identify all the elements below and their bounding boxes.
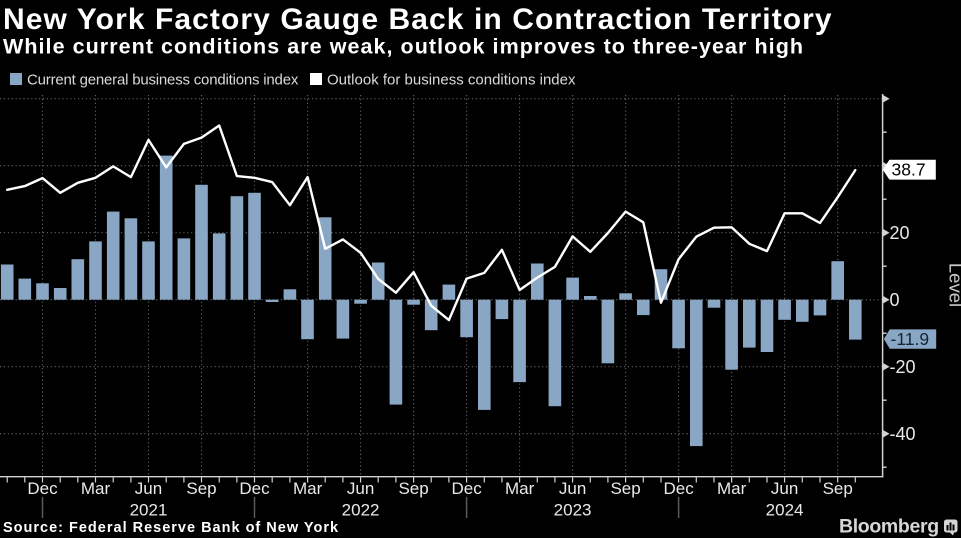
svg-text:-40: -40 (890, 424, 916, 444)
svg-text:Mar: Mar (505, 479, 535, 498)
svg-text:Source: Federal Reserve Bank o: Source: Federal Reserve Bank of New York (3, 520, 339, 536)
svg-text:Dec: Dec (663, 479, 694, 498)
svg-text:Jun: Jun (559, 479, 586, 498)
svg-text:While current conditions are w: While current conditions are weak, outlo… (3, 35, 804, 59)
svg-text:Sep: Sep (823, 479, 853, 498)
svg-text:0: 0 (890, 290, 900, 310)
svg-text:Jun: Jun (135, 479, 162, 498)
svg-text:Sep: Sep (186, 479, 216, 498)
svg-text:Dec: Dec (239, 479, 270, 498)
svg-text:2021: 2021 (130, 501, 168, 520)
svg-text:2022: 2022 (342, 501, 380, 520)
svg-text:Level: Level (946, 263, 961, 307)
svg-text:Bloomberg: Bloomberg (839, 516, 939, 538)
svg-text:Mar: Mar (293, 479, 323, 498)
svg-text:2024: 2024 (766, 501, 804, 520)
svg-text:New York Factory Gauge Back in: New York Factory Gauge Back in Contracti… (3, 3, 833, 36)
svg-text:Mar: Mar (717, 479, 747, 498)
svg-text:Sep: Sep (398, 479, 428, 498)
svg-text:Mar: Mar (81, 479, 111, 498)
svg-text:2023: 2023 (554, 501, 592, 520)
svg-text:Dec: Dec (27, 479, 58, 498)
svg-text:20: 20 (890, 223, 910, 243)
svg-text:Sep: Sep (610, 479, 640, 498)
svg-text:Dec: Dec (451, 479, 482, 498)
svg-text:Jun: Jun (347, 479, 374, 498)
svg-text:38.7: 38.7 (892, 160, 926, 180)
svg-text:-11.9: -11.9 (891, 329, 930, 349)
svg-text:Outlook for business condition: Outlook for business conditions index (327, 72, 576, 89)
svg-text:-20: -20 (890, 357, 916, 377)
svg-text:Jun: Jun (771, 479, 798, 498)
svg-text:Current general business condi: Current general business conditions inde… (27, 72, 299, 89)
